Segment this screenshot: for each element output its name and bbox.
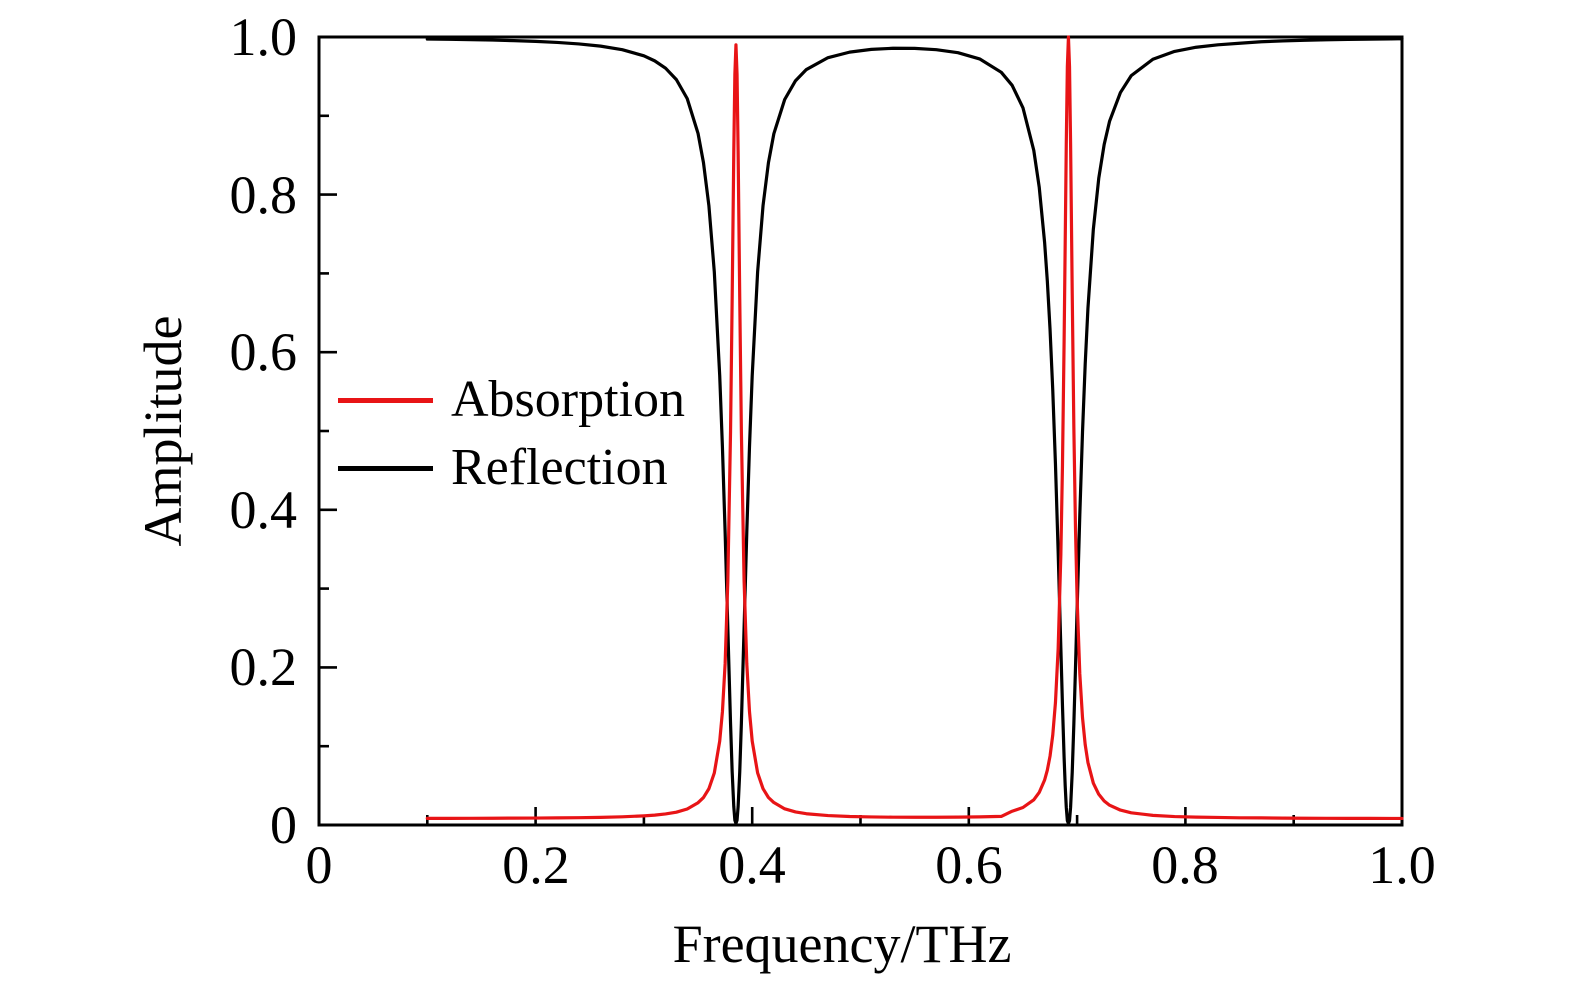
reflection-curve: [425, 37, 1404, 826]
x-tick-label: 0.4: [718, 835, 786, 895]
y-tick-label: 0.6: [229, 322, 298, 382]
y-tick-label: 0.2: [229, 637, 298, 697]
absorption-curve: [425, 35, 1404, 821]
x-tick-label: 0.8: [1151, 835, 1219, 895]
x-axis-title: Frequency/THz: [672, 914, 1012, 974]
legend-entry-absorption: Absorption: [338, 366, 685, 434]
y-tick-label: 0: [270, 795, 297, 855]
y-tick-label: 0.4: [229, 480, 298, 540]
legend: Absorption Reflection: [338, 366, 685, 502]
x-tick-label: 1.0: [1368, 835, 1436, 895]
x-tick-label: 0.6: [935, 835, 1003, 895]
x-tick-label: 0: [305, 835, 333, 895]
legend-label-reflection: Reflection: [451, 439, 668, 496]
y-tick-label: 0.8: [229, 165, 298, 225]
x-tick-label: 0.2: [502, 835, 570, 895]
reflection-line-swatch: [338, 465, 433, 471]
absorption-line-swatch: [338, 397, 433, 403]
legend-entry-reflection: Reflection: [338, 434, 685, 502]
y-tick-label: 1.0: [229, 7, 298, 67]
legend-label-absorption: Absorption: [451, 371, 685, 428]
